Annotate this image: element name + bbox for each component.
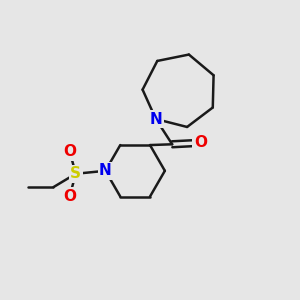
Text: S: S bbox=[70, 166, 81, 181]
Text: O: O bbox=[63, 189, 76, 204]
Text: N: N bbox=[149, 112, 162, 127]
Text: O: O bbox=[194, 135, 207, 150]
Text: N: N bbox=[99, 163, 112, 178]
Text: O: O bbox=[63, 144, 76, 159]
